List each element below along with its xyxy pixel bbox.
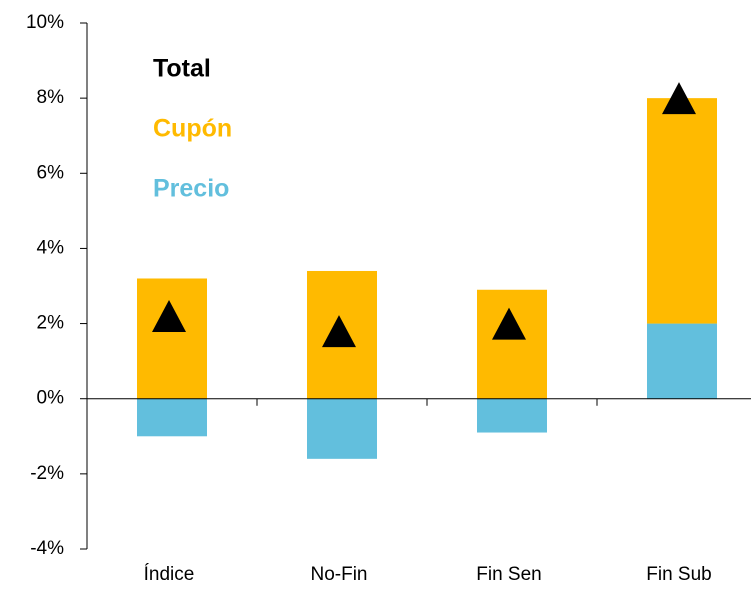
x-tick-label: No-Fin [310, 564, 367, 585]
x-tick-label: Fin Sub [646, 564, 711, 585]
y-tick-label: 4% [37, 237, 65, 258]
y-tick-label: 10% [26, 12, 64, 33]
total-marker [152, 300, 186, 333]
bar-segment [647, 98, 717, 324]
y-tick-label: -4% [30, 538, 64, 559]
x-tick-label: Fin Sen [476, 564, 541, 585]
y-tick-label: -2% [30, 463, 64, 484]
y-tick-label: 6% [37, 162, 65, 183]
y-tick-label: 8% [37, 87, 65, 108]
bar-segment [307, 398, 377, 459]
y-tick-label: 0% [37, 388, 65, 409]
total-marker [662, 82, 696, 115]
legend-entry: Total [153, 55, 211, 83]
legend-entry: Precio [153, 175, 229, 203]
bar-segment [137, 278, 207, 399]
total-marker [492, 307, 526, 340]
bar-segment [647, 323, 717, 399]
legend-entry: Cupón [153, 115, 232, 143]
x-tick-label: Índice [144, 564, 195, 585]
total-marker [322, 315, 356, 348]
y-tick-label: 2% [37, 313, 65, 334]
bar-segment [477, 289, 547, 399]
bar-segment [137, 398, 207, 437]
bar-segment [477, 398, 547, 433]
